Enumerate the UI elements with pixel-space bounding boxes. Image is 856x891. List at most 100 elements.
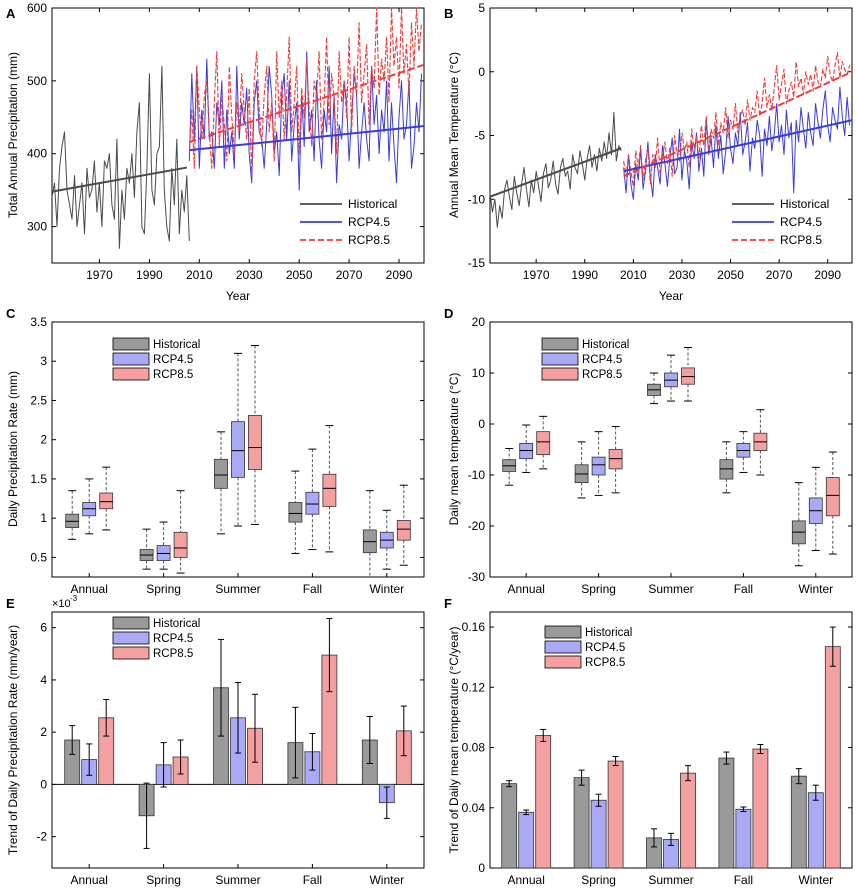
y-tick-label: -2 [36, 830, 47, 844]
legend-label: RCP8.5 [153, 648, 193, 660]
y-tick-label: 0 [478, 417, 485, 431]
box [574, 441, 589, 499]
box [753, 409, 768, 476]
trend-line [623, 70, 853, 178]
y-tick-label: 600 [27, 1, 47, 15]
y-tick-label: 0.5 [30, 550, 47, 564]
y-tick-label: 300 [27, 220, 47, 234]
x-tick-label: Winter [798, 582, 833, 596]
legend-swatch [544, 655, 582, 669]
y-tick-label: 3.5 [30, 315, 47, 329]
box [248, 345, 262, 525]
x-tick-label: Fall [734, 582, 753, 596]
y-tick-label: -15 [468, 256, 486, 270]
legend-label: RCP8.5 [582, 369, 622, 381]
box [502, 447, 517, 486]
box [379, 509, 394, 570]
bar [824, 646, 841, 869]
box [322, 425, 337, 553]
box [736, 431, 751, 473]
box [82, 478, 97, 535]
legend-label: RCP4.5 [780, 215, 822, 229]
x-tick-label: Annual [508, 873, 545, 887]
y-tick-label: 10 [472, 366, 486, 380]
plot-frame [51, 7, 425, 264]
x-tick-label: Spring [146, 582, 181, 596]
box-body [719, 459, 734, 480]
y-tick-label: 0.12 [462, 680, 486, 694]
bar [680, 772, 696, 869]
legend-label: RCP8.5 [153, 369, 193, 381]
x-tick-label: 1990 [571, 268, 598, 282]
legend: Historical RCP4.5 RCP8.5 [112, 337, 200, 381]
legend-swatch [112, 646, 150, 660]
box [288, 470, 303, 554]
panel-f: F Trend of Daily mean temperature (°C/ye… [444, 596, 853, 887]
legend: Historical RCP4.5 RCP8.5 [544, 625, 632, 669]
panel-b: B Annual Mean Temperature (°C) Year -15 -… [444, 1, 853, 303]
series-line-rcp85 [623, 52, 851, 188]
legend-swatch [541, 337, 579, 351]
y-tick-label: 5 [478, 1, 485, 15]
box [156, 521, 171, 570]
panel-c: C Daily Precipitation Rate (mm) 0.5 1 1.5 2… [6, 306, 425, 596]
series-line-rcp85 [188, 7, 423, 177]
box [608, 426, 623, 494]
box [139, 528, 154, 570]
legend: Historical RCP4.5 RCP8.5 [541, 337, 629, 381]
box [808, 466, 823, 551]
y-tick-label: 3 [40, 354, 47, 368]
x-tick-label: Spring [581, 582, 616, 596]
exponent-power: -3 [70, 594, 78, 603]
x-tick-label: Winter [369, 582, 404, 596]
box [664, 354, 678, 402]
x-tick-label: Annual [71, 873, 108, 887]
box [99, 466, 114, 531]
legend-swatch [112, 367, 150, 381]
box-body [396, 520, 411, 541]
box [65, 490, 80, 540]
trend-line [51, 166, 187, 193]
bar [718, 757, 735, 869]
y-tick-label: -20 [468, 519, 486, 533]
y-tick-label: 1.5 [30, 472, 47, 486]
legend-label: Historical [153, 618, 200, 630]
bar [518, 811, 535, 869]
legend-swatch [544, 625, 582, 639]
y-axis-label: Trend of Daily Precipitation Rate (mm/ye… [6, 625, 20, 855]
legend-swatch [112, 616, 150, 630]
box [719, 441, 734, 494]
x-axis-label: Year [226, 289, 250, 303]
legend-swatch [541, 352, 579, 366]
y-tick-label: -10 [468, 192, 486, 206]
legend-label: Historical [153, 339, 200, 351]
bar [590, 799, 607, 869]
box-body [591, 456, 606, 476]
x-tick-label: 1970 [86, 268, 113, 282]
legend-swatch [112, 337, 150, 351]
box [396, 484, 411, 566]
box-body [536, 431, 551, 455]
y-tick-label: 0 [478, 65, 485, 79]
trend-line [489, 147, 622, 198]
x-tick-label: Annual [508, 582, 545, 596]
y-tick-label: 2 [40, 433, 47, 447]
x-tick-label: 2010 [186, 268, 213, 282]
panel-label: C [6, 306, 16, 321]
box-body [825, 477, 840, 517]
y-axis-label: Annual Mean Temperature (°C) [447, 52, 461, 218]
box-body [248, 414, 262, 470]
legend-label: Historical [585, 627, 632, 639]
box-body [173, 531, 188, 558]
legend-swatch [541, 367, 579, 381]
y-tick-label: -5 [474, 129, 485, 143]
legend-label: RCP4.5 [153, 633, 193, 645]
box-body [322, 473, 337, 507]
box [825, 451, 840, 555]
bar [501, 783, 518, 869]
legend-label: RCP8.5 [780, 233, 822, 247]
legend-label: RCP4.5 [153, 354, 193, 366]
x-tick-label: Fall [734, 873, 753, 887]
x-tick-label: 2030 [669, 268, 696, 282]
